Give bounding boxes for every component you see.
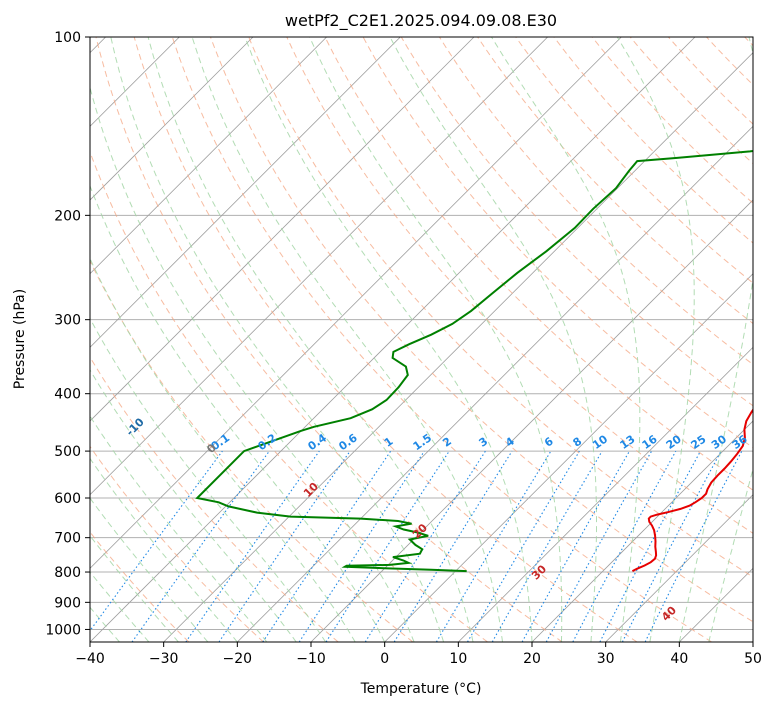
x-tick-label: 40 xyxy=(670,651,688,667)
y-tick-label: 800 xyxy=(54,565,81,581)
x-tick-label: 20 xyxy=(523,651,541,667)
y-axis-label: Pressure (hPa) xyxy=(12,289,28,389)
y-tick-label: 700 xyxy=(54,531,81,547)
x-tick-label: 10 xyxy=(449,651,467,667)
x-tick-label: 50 xyxy=(744,651,762,667)
y-tick-label: 300 xyxy=(54,313,81,329)
y-tick-label: 400 xyxy=(54,387,81,403)
x-tick-label: −10 xyxy=(296,651,326,667)
x-tick-label: −30 xyxy=(149,651,179,667)
x-tick-label: 30 xyxy=(597,651,615,667)
x-axis-label: Temperature (°C) xyxy=(360,681,482,697)
y-tick-label: 1000 xyxy=(45,622,81,638)
y-tick-label: 100 xyxy=(54,30,81,46)
y-tick-label: 200 xyxy=(54,208,81,224)
y-tick-label: 900 xyxy=(54,595,81,611)
x-tick-label: −40 xyxy=(75,651,105,667)
chart-title: wetPf2_C2E1.2025.094.09.08.E30 xyxy=(285,11,557,31)
x-tick-label: 0 xyxy=(380,651,389,667)
y-tick-label: 500 xyxy=(54,444,81,460)
x-tick-label: −20 xyxy=(223,651,253,667)
y-tick-label: 600 xyxy=(54,491,81,507)
